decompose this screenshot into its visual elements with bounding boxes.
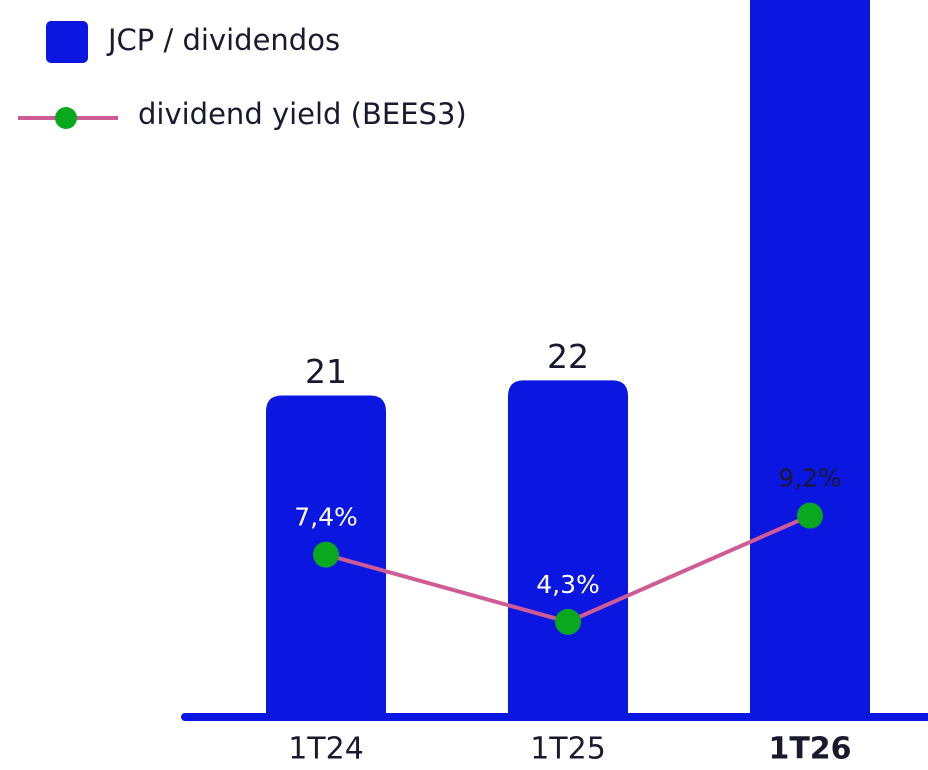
legend-swatch [46, 21, 88, 63]
x-tick-label: 1T25 [530, 732, 606, 767]
line-value-label: 7,4% [294, 503, 358, 532]
line-marker [797, 502, 823, 529]
bar [508, 380, 628, 715]
x-tick-label: 1T26 [768, 732, 851, 767]
bar [750, 0, 870, 715]
legend-label: JCP / dividendos [106, 23, 340, 57]
line-value-label: 9,2% [778, 464, 842, 493]
x-tick-label: 1T24 [288, 732, 364, 767]
bar-value-label: 22 [547, 337, 589, 376]
line-value-label: 4,3% [536, 570, 600, 599]
legend-marker [55, 107, 77, 129]
line-marker [313, 541, 339, 568]
bar-value-label: 21 [305, 352, 347, 391]
legend-label: dividend yield (BEES3) [138, 97, 467, 131]
line-marker [555, 608, 581, 635]
